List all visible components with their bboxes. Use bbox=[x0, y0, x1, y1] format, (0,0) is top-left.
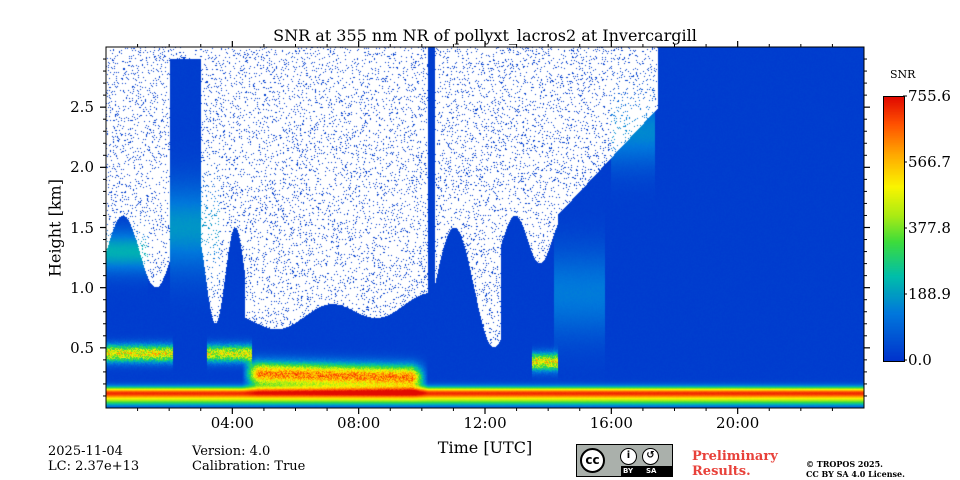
cc-sa-text: SA bbox=[646, 467, 657, 475]
y-tick-label: 2.0 bbox=[70, 158, 94, 177]
copyright-line-2: CC BY SA 4.0 License. bbox=[806, 469, 905, 479]
colorbar bbox=[883, 96, 905, 362]
colorbar-tick-label: 0.0 bbox=[908, 351, 932, 369]
footer-left: 2025-11-04 LC: 2.37e+13 bbox=[48, 444, 139, 474]
y-axis-label: Height [km] bbox=[45, 179, 65, 277]
lc-text: LC: 2.37e+13 bbox=[48, 459, 140, 474]
copyright-note: © TROPOS 2025. CC BY SA 4.0 License. bbox=[806, 459, 905, 479]
y-tick-label: 1.5 bbox=[70, 218, 94, 237]
preliminary-line-1: Preliminary bbox=[692, 449, 778, 464]
cc-sa-icon: ↺ bbox=[642, 448, 659, 465]
x-tick-label: 12:00 bbox=[463, 414, 507, 432]
preliminary-line-2: Results. bbox=[692, 464, 751, 479]
calibration-text: Calibration: True bbox=[192, 459, 306, 474]
cc-by-icon: i bbox=[620, 448, 637, 465]
x-tick-label: 20:00 bbox=[716, 414, 760, 432]
colorbar-tick-label: 566.7 bbox=[908, 153, 951, 171]
x-tick-label: 04:00 bbox=[210, 414, 254, 432]
chart-title: SNR at 355 nm NR of pollyxt_lacros2 at I… bbox=[273, 26, 697, 45]
colorbar-tick-label: 188.9 bbox=[908, 285, 951, 303]
colorbar-tick-label: 755.6 bbox=[908, 87, 951, 105]
cc-logo-icon: cc bbox=[580, 448, 605, 473]
y-tick-label: 1.0 bbox=[70, 278, 94, 297]
y-tick-label: 0.5 bbox=[70, 338, 94, 357]
snr-heatmap bbox=[106, 47, 864, 408]
cc-badge-bar bbox=[621, 466, 672, 476]
footer-version: Version: 4.0 Calibration: True bbox=[192, 444, 305, 474]
colorbar-tick-label: 377.8 bbox=[908, 219, 951, 237]
version-text: Version: 4.0 bbox=[192, 444, 271, 459]
x-axis-label: Time [UTC] bbox=[437, 438, 533, 457]
x-tick-label: 16:00 bbox=[589, 414, 633, 432]
preliminary-results-note: Preliminary Results. bbox=[692, 449, 778, 479]
x-tick-label: 08:00 bbox=[337, 414, 381, 432]
y-tick-label: 2.5 bbox=[70, 98, 94, 117]
cc-license-badge: cc i ↺ BY SA bbox=[576, 444, 673, 477]
date-text: 2025-11-04 bbox=[48, 444, 123, 459]
cc-by-text: BY bbox=[623, 467, 634, 475]
copyright-line-1: © TROPOS 2025. bbox=[806, 459, 883, 469]
colorbar-label: SNR bbox=[890, 68, 916, 81]
